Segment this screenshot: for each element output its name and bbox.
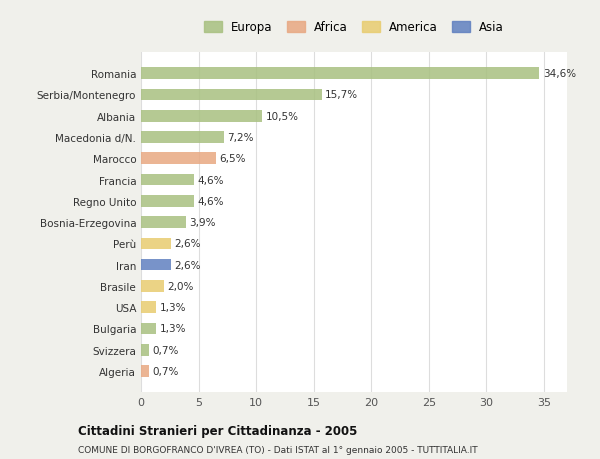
Bar bbox=[141, 90, 322, 101]
Bar bbox=[141, 238, 171, 250]
Bar bbox=[141, 196, 194, 207]
Text: 2,0%: 2,0% bbox=[167, 281, 194, 291]
Bar bbox=[141, 344, 149, 356]
Bar bbox=[141, 217, 186, 229]
Bar bbox=[141, 174, 194, 186]
Bar bbox=[141, 153, 216, 165]
Bar bbox=[141, 259, 171, 271]
Text: 2,6%: 2,6% bbox=[175, 260, 201, 270]
Text: 4,6%: 4,6% bbox=[197, 175, 224, 185]
Text: 10,5%: 10,5% bbox=[265, 112, 298, 122]
Text: 3,9%: 3,9% bbox=[190, 218, 216, 228]
Text: 6,5%: 6,5% bbox=[219, 154, 246, 164]
Bar bbox=[141, 302, 156, 313]
Text: 0,7%: 0,7% bbox=[152, 366, 179, 376]
Text: 2,6%: 2,6% bbox=[175, 239, 201, 249]
Text: 4,6%: 4,6% bbox=[197, 196, 224, 207]
Text: 7,2%: 7,2% bbox=[227, 133, 254, 143]
Bar bbox=[141, 323, 156, 335]
Bar bbox=[141, 132, 224, 144]
Text: 34,6%: 34,6% bbox=[543, 69, 576, 79]
Bar bbox=[141, 280, 164, 292]
Legend: Europa, Africa, America, Asia: Europa, Africa, America, Asia bbox=[200, 18, 508, 38]
Text: COMUNE DI BORGOFRANCO D'IVREA (TO) - Dati ISTAT al 1° gennaio 2005 - TUTTITALIA.: COMUNE DI BORGOFRANCO D'IVREA (TO) - Dat… bbox=[78, 445, 478, 454]
Bar bbox=[141, 68, 539, 80]
Text: 15,7%: 15,7% bbox=[325, 90, 358, 100]
Text: 1,3%: 1,3% bbox=[160, 324, 186, 334]
Bar bbox=[141, 365, 149, 377]
Text: 1,3%: 1,3% bbox=[160, 302, 186, 313]
Bar bbox=[141, 111, 262, 123]
Text: 0,7%: 0,7% bbox=[152, 345, 179, 355]
Text: Cittadini Stranieri per Cittadinanza - 2005: Cittadini Stranieri per Cittadinanza - 2… bbox=[78, 424, 358, 437]
